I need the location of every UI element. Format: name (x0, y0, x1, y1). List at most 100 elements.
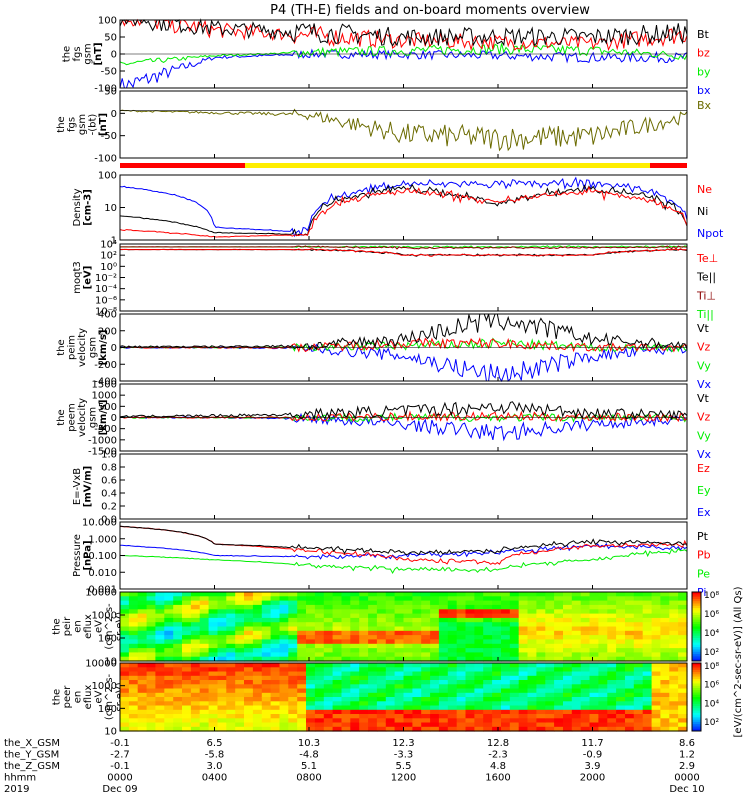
colorbar-cell (692, 605, 701, 609)
spectrogram-cell (465, 705, 475, 711)
spectrogram-cell (341, 596, 351, 602)
spectrogram-cell (120, 609, 130, 615)
spectrogram-cell (376, 630, 387, 636)
spectrogram-cell (678, 671, 688, 677)
spectrogram-cell (456, 604, 467, 610)
spectrogram-cell (447, 701, 458, 707)
spectrogram-cell (536, 675, 546, 681)
spectrogram-cell (306, 667, 316, 673)
spectrogram-cell (580, 675, 591, 681)
spectrogram-cell (598, 622, 608, 628)
y-tick-label: 100 (98, 16, 117, 27)
spectrogram-cell (155, 648, 165, 653)
spectrogram-cell (306, 600, 316, 606)
spectrogram-cell (447, 630, 458, 636)
spectrogram-cell (306, 718, 316, 724)
spectrogram-cell (563, 609, 573, 615)
spectrogram-cell (323, 697, 334, 702)
y-axis-label-line: peer (62, 685, 73, 709)
spectrogram-cell (527, 663, 537, 668)
x-tick-the_Y_GSM: 1.2 (679, 750, 695, 761)
spectrogram-cell (403, 648, 413, 653)
spectrogram-cell (208, 639, 219, 645)
spectrogram-cell (120, 675, 130, 681)
spectrogram-cell (164, 652, 174, 658)
spectrogram-cell (164, 630, 174, 636)
spectrogram-cell (208, 656, 219, 662)
spectrogram-cell (297, 630, 307, 636)
spectrogram-cell (571, 630, 582, 636)
spectrogram-cell (226, 701, 236, 707)
spectrogram-cell (128, 726, 139, 732)
spectrogram-cell (527, 697, 537, 702)
spectrogram-cell (190, 622, 201, 628)
spectrogram-cell (554, 680, 564, 685)
spectrogram-cell (545, 714, 555, 719)
spectrogram-cell (412, 630, 422, 636)
spectrogram-cell (359, 663, 369, 668)
spectrogram-cell (598, 604, 608, 610)
spectrogram-cell (341, 709, 351, 715)
spectrogram-cell (474, 652, 484, 658)
y-axis-label: Pressure [nPa] (72, 534, 94, 577)
spectrogram-cell (403, 656, 413, 662)
spectrogram-cell (607, 701, 617, 707)
spectrogram-cell (580, 622, 591, 628)
spectrogram-cell (128, 684, 139, 690)
spectrogram-cell (217, 688, 227, 694)
spectrogram-cell (642, 663, 653, 668)
colorbar-cell (692, 726, 701, 730)
spectrogram-cell (545, 643, 555, 649)
spectrogram-cell (518, 622, 529, 628)
spectrogram-cell (137, 692, 148, 698)
spectrogram-cell (589, 692, 599, 698)
spectrogram-cell (173, 667, 183, 673)
spectrogram-cell (297, 622, 307, 628)
spectrogram-cell (403, 596, 413, 602)
spectrogram-cell (518, 609, 529, 615)
spectrogram-cell (430, 709, 440, 715)
colorbar-cell (692, 592, 701, 595)
spectrogram-cell (385, 709, 396, 715)
x-tick-the_X_GSM: 12.3 (392, 738, 414, 749)
spectrogram-cell (660, 714, 670, 719)
spectrogram-cell (571, 680, 582, 685)
spectrogram-cell (678, 701, 688, 707)
spectrogram-cell (633, 697, 644, 702)
spectrogram-cell (155, 604, 165, 610)
spectrogram-cell (235, 663, 245, 668)
spectrogram-cell (430, 656, 440, 662)
spectrogram-cell (199, 592, 210, 597)
spectrogram-cell (625, 701, 635, 707)
spectrogram-cell (492, 667, 502, 673)
spectrogram-cell (368, 675, 378, 681)
spectrogram-cell (474, 617, 484, 623)
spectrogram-cell (376, 635, 387, 640)
spectrogram-cell (306, 617, 316, 623)
y-tick-label: 10⁻² (95, 273, 117, 284)
spectrogram-cell (173, 613, 183, 619)
spectrogram-cell (217, 726, 227, 732)
spectrogram-cell (633, 692, 644, 698)
spectrogram-cell (483, 697, 493, 702)
spectrogram-cell (323, 663, 334, 668)
spectrogram-cell (465, 688, 475, 694)
spectrogram-cell (563, 701, 573, 707)
spectrogram-cell (217, 622, 227, 628)
spectrogram-cell (625, 648, 635, 653)
spectrogram-cell (580, 726, 591, 732)
spectrogram-cell (376, 656, 387, 662)
spectrogram-cell (368, 680, 378, 685)
spectrogram-cell (412, 684, 422, 690)
spectrogram-cell (128, 609, 139, 615)
spectrogram-cell (509, 592, 520, 597)
spectrogram-cell (501, 692, 511, 698)
spectrogram-cell (182, 726, 192, 732)
spectrogram-cell (554, 675, 564, 681)
spectrogram-cell (465, 663, 475, 668)
spectrogram-cell (456, 714, 467, 719)
spectrogram-cell (492, 643, 502, 649)
x-tick-hhmm: 0000 (674, 773, 699, 784)
spectrogram-cell (128, 592, 139, 597)
spectrogram-cell (359, 630, 369, 636)
